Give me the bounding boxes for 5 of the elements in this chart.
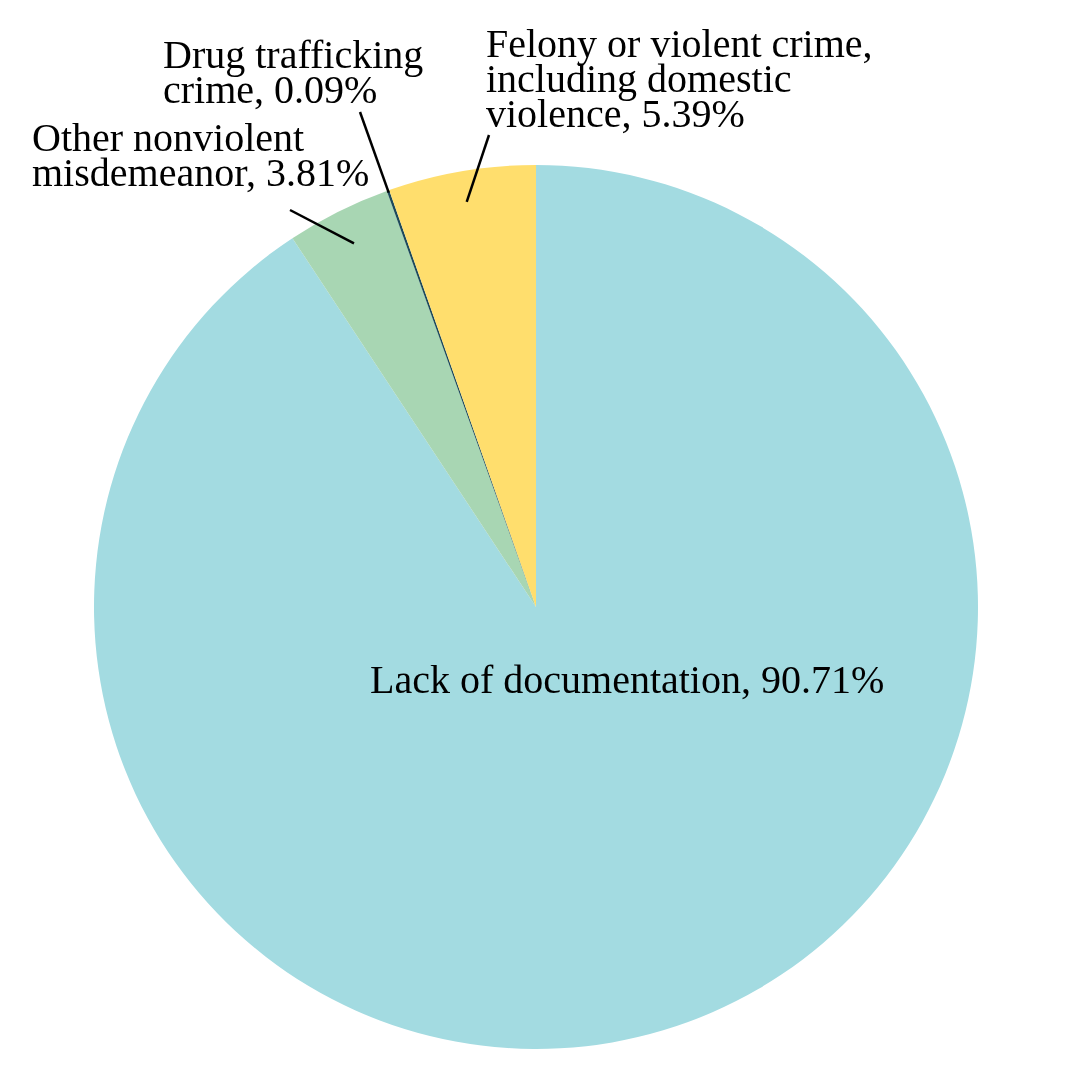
slice-label: Lack of documentation, 90.71% [370,657,885,702]
slice-label: Drug trafficking crime, 0.09% [163,32,424,112]
slice-label: Felony or violent crime, including domestic violence, 5.39% [486,21,873,136]
slice-label: Other nonviolent misdemeanor, 3.81% [32,115,370,195]
pie-slice [292,190,536,607]
